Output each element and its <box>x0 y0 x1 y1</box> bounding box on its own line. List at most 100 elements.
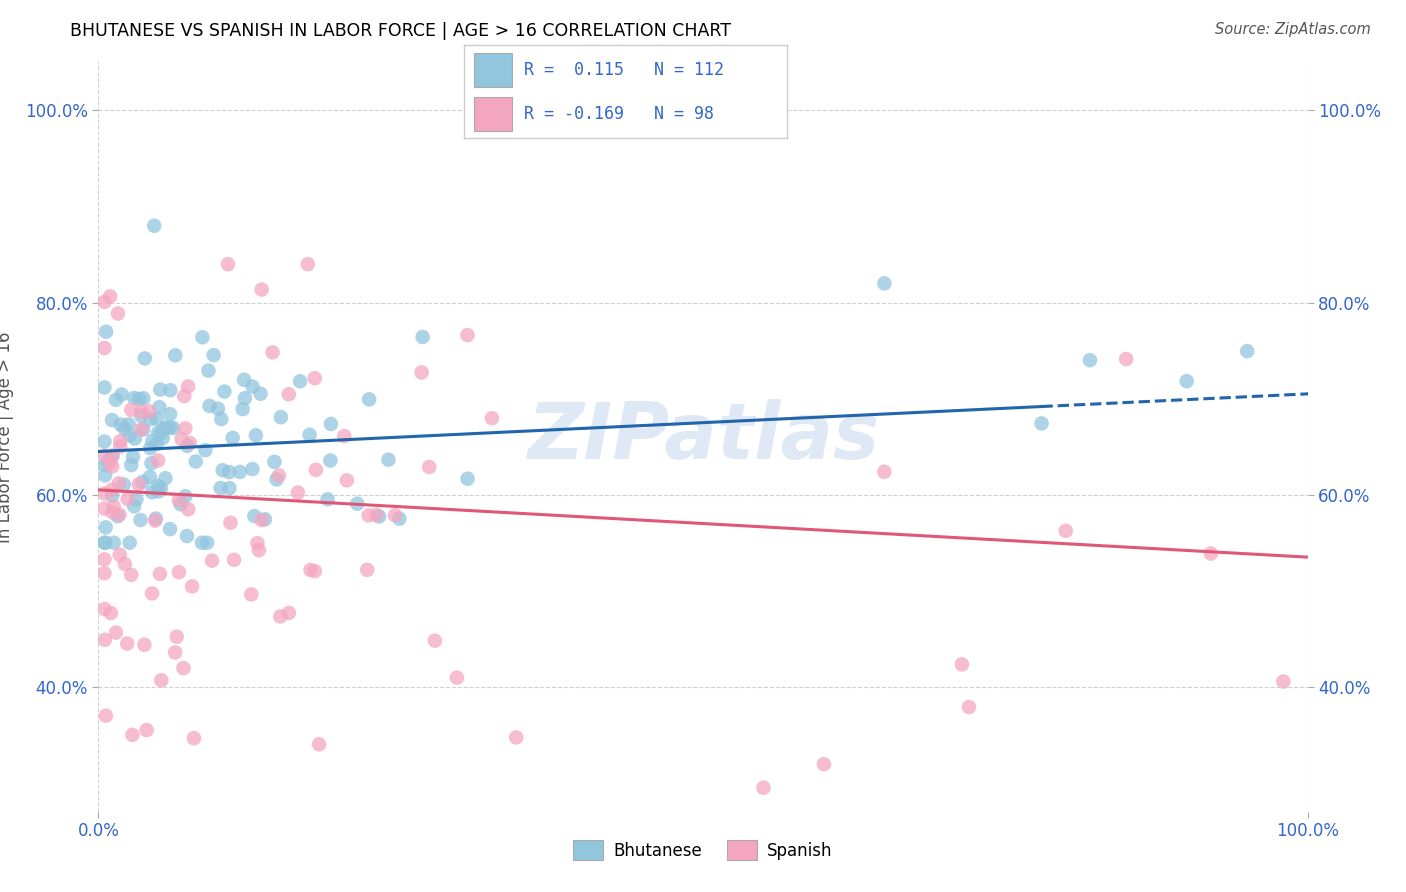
Spanish <box>308 737 330 751</box>
Spanish <box>138 404 160 418</box>
Spanish <box>167 493 190 508</box>
Spanish <box>277 387 299 401</box>
Bhutanese <box>873 277 896 291</box>
Spanish <box>101 505 124 519</box>
Spanish <box>418 460 440 475</box>
Spanish <box>752 780 775 795</box>
Spanish <box>250 513 273 527</box>
Bhutanese <box>159 420 181 434</box>
Spanish <box>366 508 388 522</box>
Bhutanese <box>129 513 152 527</box>
Bhutanese <box>148 400 170 414</box>
Bhutanese <box>111 387 134 401</box>
Bhutanese <box>233 373 256 387</box>
Spanish <box>505 731 527 745</box>
Bhutanese <box>152 422 174 436</box>
Spanish <box>93 602 115 616</box>
Bhutanese <box>150 426 173 441</box>
Spanish <box>110 440 132 454</box>
Bhutanese <box>152 431 174 445</box>
Bhutanese <box>139 470 162 484</box>
Spanish <box>104 625 127 640</box>
Bhutanese <box>266 472 288 486</box>
Spanish <box>173 389 195 403</box>
Spanish <box>269 609 291 624</box>
Bhutanese <box>198 399 221 413</box>
Spanish <box>446 671 468 685</box>
Spanish <box>93 294 115 309</box>
Bhutanese <box>139 412 162 426</box>
Spanish <box>93 566 115 581</box>
Bhutanese <box>134 351 156 366</box>
Spanish <box>101 483 124 497</box>
Bhutanese <box>122 450 145 464</box>
Spanish <box>174 421 197 435</box>
Spanish <box>262 345 284 359</box>
Spanish <box>146 453 169 467</box>
Spanish <box>217 257 239 271</box>
Spanish <box>115 637 138 651</box>
Bhutanese <box>94 535 117 549</box>
Spanish <box>94 449 117 463</box>
Bhutanese <box>211 463 233 477</box>
Bhutanese <box>93 434 115 449</box>
Spanish <box>277 606 299 620</box>
Spanish <box>813 757 835 772</box>
Bhutanese <box>122 500 145 514</box>
Bhutanese <box>176 529 198 543</box>
Bhutanese <box>233 391 256 405</box>
Bhutanese <box>104 392 127 407</box>
Spanish <box>103 500 125 514</box>
Bhutanese <box>176 439 198 453</box>
Spanish <box>107 306 129 320</box>
Spanish <box>384 508 406 523</box>
Bhutanese <box>129 409 152 423</box>
Spanish <box>114 557 136 571</box>
Spanish <box>1199 547 1222 561</box>
Bhutanese <box>377 452 399 467</box>
Bhutanese <box>145 437 167 451</box>
Spanish <box>172 661 194 675</box>
Spanish <box>166 630 188 644</box>
Spanish <box>304 371 326 385</box>
Bhutanese <box>139 441 162 455</box>
Bhutanese <box>368 509 391 524</box>
Bhutanese <box>118 417 141 432</box>
Spanish <box>305 463 328 477</box>
Spanish <box>333 429 356 443</box>
Bhutanese <box>120 458 142 472</box>
Spanish <box>299 563 322 577</box>
Bhutanese <box>101 488 124 502</box>
Bhutanese <box>319 453 342 467</box>
Bhutanese <box>240 462 263 476</box>
Text: Source: ZipAtlas.com: Source: ZipAtlas.com <box>1215 22 1371 37</box>
Spanish <box>336 473 359 487</box>
Bhutanese <box>124 432 146 446</box>
Bhutanese <box>270 410 292 425</box>
Bhutanese <box>159 522 181 536</box>
Bhutanese <box>155 471 177 485</box>
Bhutanese <box>148 484 170 499</box>
FancyBboxPatch shape <box>474 97 513 131</box>
Spanish <box>179 436 201 450</box>
Spanish <box>94 708 117 723</box>
Spanish <box>120 402 142 417</box>
Spanish <box>250 283 273 297</box>
Spanish <box>93 501 115 516</box>
Bhutanese <box>242 379 264 393</box>
Bhutanese <box>412 330 434 344</box>
Bhutanese <box>288 374 311 388</box>
Spanish <box>1054 524 1077 538</box>
Spanish <box>167 566 190 580</box>
Bhutanese <box>162 421 184 435</box>
Spanish <box>457 328 479 343</box>
Bhutanese <box>245 428 267 442</box>
Bhutanese <box>249 386 271 401</box>
Bhutanese <box>457 472 479 486</box>
Bhutanese <box>94 520 117 534</box>
Bhutanese <box>128 392 150 406</box>
Spanish <box>183 731 205 746</box>
Spanish <box>177 379 200 393</box>
Spanish <box>150 673 173 688</box>
Bhutanese <box>93 535 115 549</box>
